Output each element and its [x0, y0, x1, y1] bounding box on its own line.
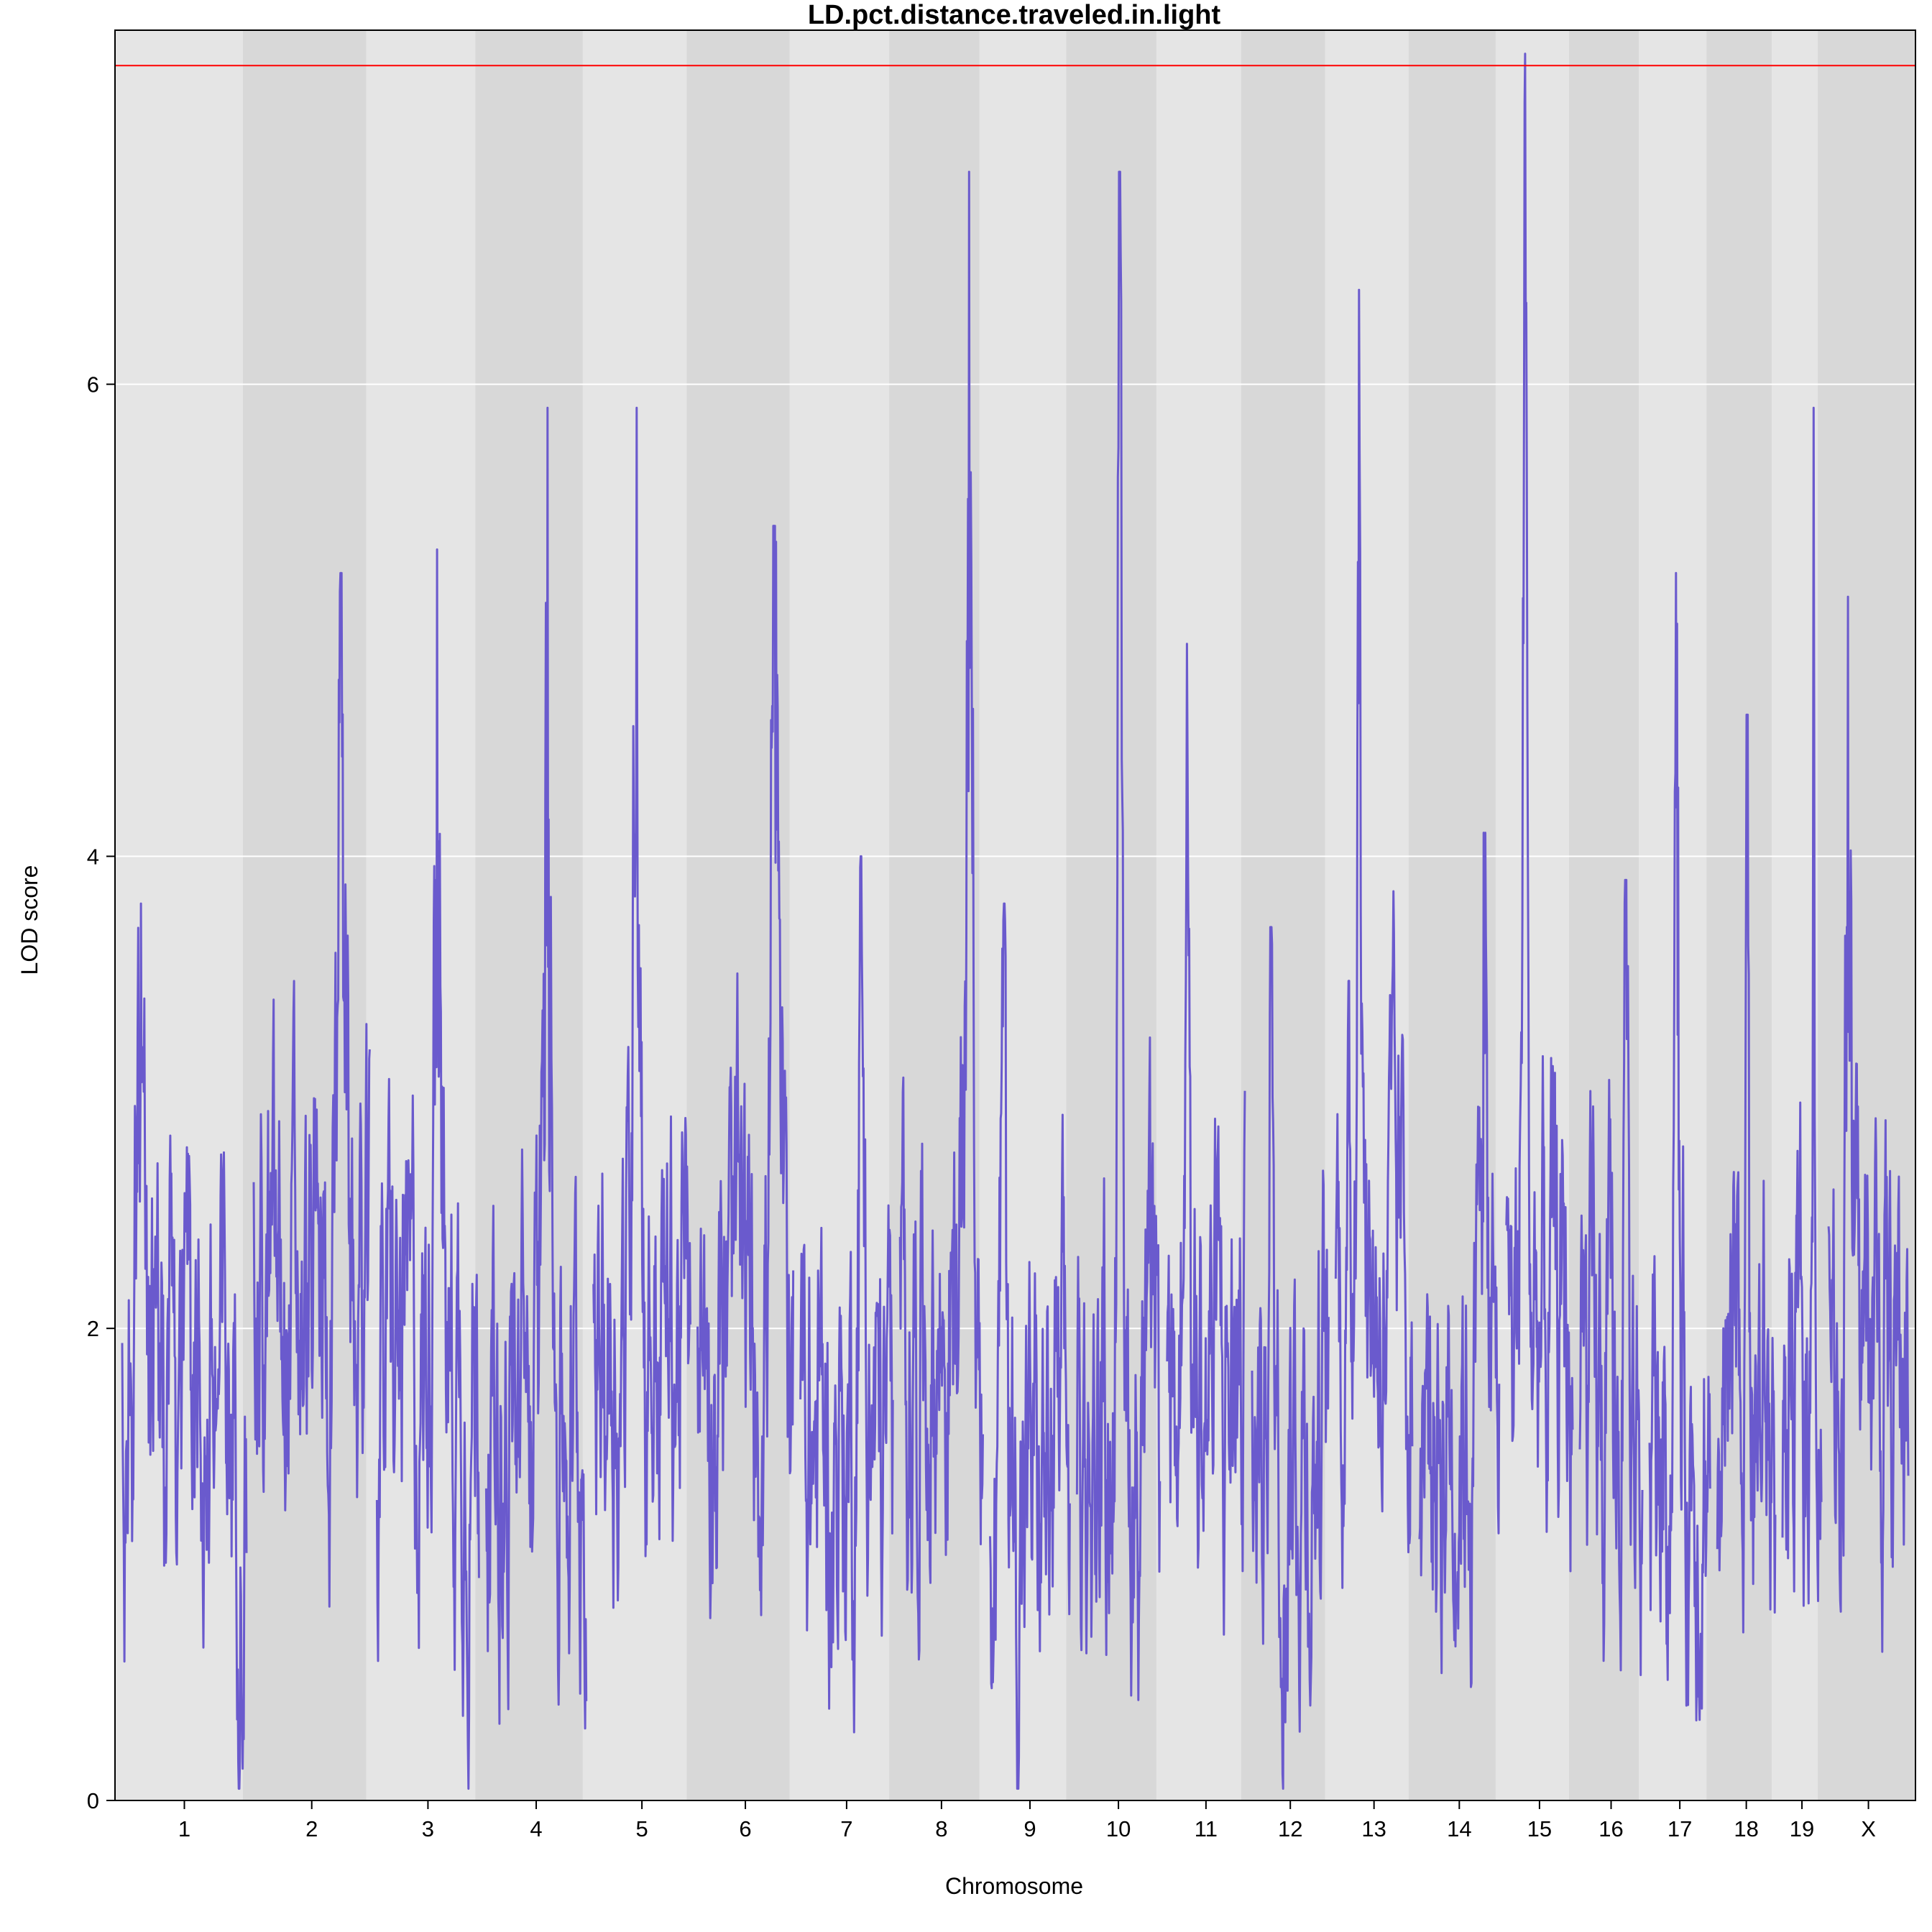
x-tick-label: 17: [1668, 1816, 1692, 1841]
x-tick-label: 10: [1106, 1816, 1131, 1841]
x-tick-label: 1: [178, 1816, 190, 1841]
chromosome-band-15: [1495, 30, 1577, 1800]
chromosome-band-11: [1156, 30, 1248, 1800]
lod-curve-chr-4: [484, 406, 588, 1730]
chromosome-band-16: [1569, 30, 1646, 1800]
x-tick-label: 13: [1361, 1816, 1386, 1841]
y-tick-label: 4: [87, 844, 99, 869]
lod-curve-chr-2: [252, 571, 371, 1608]
x-tick-label: 2: [305, 1816, 318, 1841]
lod-curve-chr-3: [375, 548, 480, 1790]
x-tick-label: 15: [1527, 1816, 1552, 1841]
x-tick-label: 6: [739, 1816, 751, 1841]
lod-curve-chr-1: [121, 902, 248, 1790]
chart-title: LD.pct.distance.traveled.in.light: [808, 0, 1221, 30]
x-tick-label: 4: [530, 1816, 542, 1841]
lod-curve-chr-14: [1418, 832, 1501, 1688]
x-tick-label: 11: [1195, 1816, 1218, 1841]
lod-curve-chr-16: [1578, 878, 1644, 1676]
lod-curve-chr-12: [1251, 926, 1330, 1790]
x-tick-label: 8: [935, 1816, 947, 1841]
lod-curve-chr-17: [1648, 571, 1711, 1721]
y-tick-label: 0: [87, 1788, 99, 1813]
lod-curve-chr-7: [799, 855, 894, 1734]
lod-curve-chr-8: [898, 170, 984, 1661]
lod-curve-chr-15: [1505, 52, 1574, 1573]
lod-curve-chr-6: [696, 525, 795, 1619]
y-tick-label: 2: [87, 1316, 99, 1341]
lod-series: [121, 52, 1910, 1790]
chromosome-band-2: [242, 30, 374, 1800]
y-axis-ticks: 0 2 4 6: [87, 372, 115, 1813]
lod-curve-chr-10: [1075, 170, 1162, 1701]
lod-curve-chr-13: [1334, 288, 1414, 1589]
x-axis-label: Chromosome: [945, 1873, 1083, 1899]
lod-curve-chr-19: [1781, 406, 1823, 1607]
x-tick-label: 9: [1024, 1816, 1036, 1841]
y-tick-label: 6: [87, 372, 99, 397]
x-tick-label: 14: [1447, 1816, 1471, 1841]
chromosome-band-x: [1818, 30, 1915, 1800]
chromosome-band-14: [1408, 30, 1503, 1800]
x-tick-label: 16: [1598, 1816, 1623, 1841]
lod-curve-chr-5: [592, 406, 691, 1609]
x-tick-label: 3: [422, 1816, 434, 1841]
chromosome-band-13: [1325, 30, 1416, 1800]
x-tick-label: 5: [635, 1816, 648, 1841]
lod-curve-chr-9: [989, 902, 1071, 1790]
lod-curve-chr-x: [1827, 595, 1910, 1653]
x-tick-label: 18: [1734, 1816, 1758, 1841]
lod-curve-chr-18: [1716, 713, 1777, 1634]
plot-frame: [114, 29, 1916, 1801]
chromosome-band-1: [115, 30, 250, 1800]
y-axis-label: LOD score: [17, 865, 42, 975]
chromosome-band-8: [889, 30, 987, 1800]
x-tick-label: X: [1861, 1816, 1876, 1841]
x-tick-label: 12: [1278, 1816, 1302, 1841]
x-axis-ticks: 1 2 3 4 5 6 7 8 9 10 11 12 13 14 15 16 17 18 19 X: [178, 1800, 1876, 1841]
x-tick-label: 7: [840, 1816, 852, 1841]
lod-curve-chr-11: [1166, 643, 1246, 1636]
x-tick-label: 19: [1790, 1816, 1814, 1841]
